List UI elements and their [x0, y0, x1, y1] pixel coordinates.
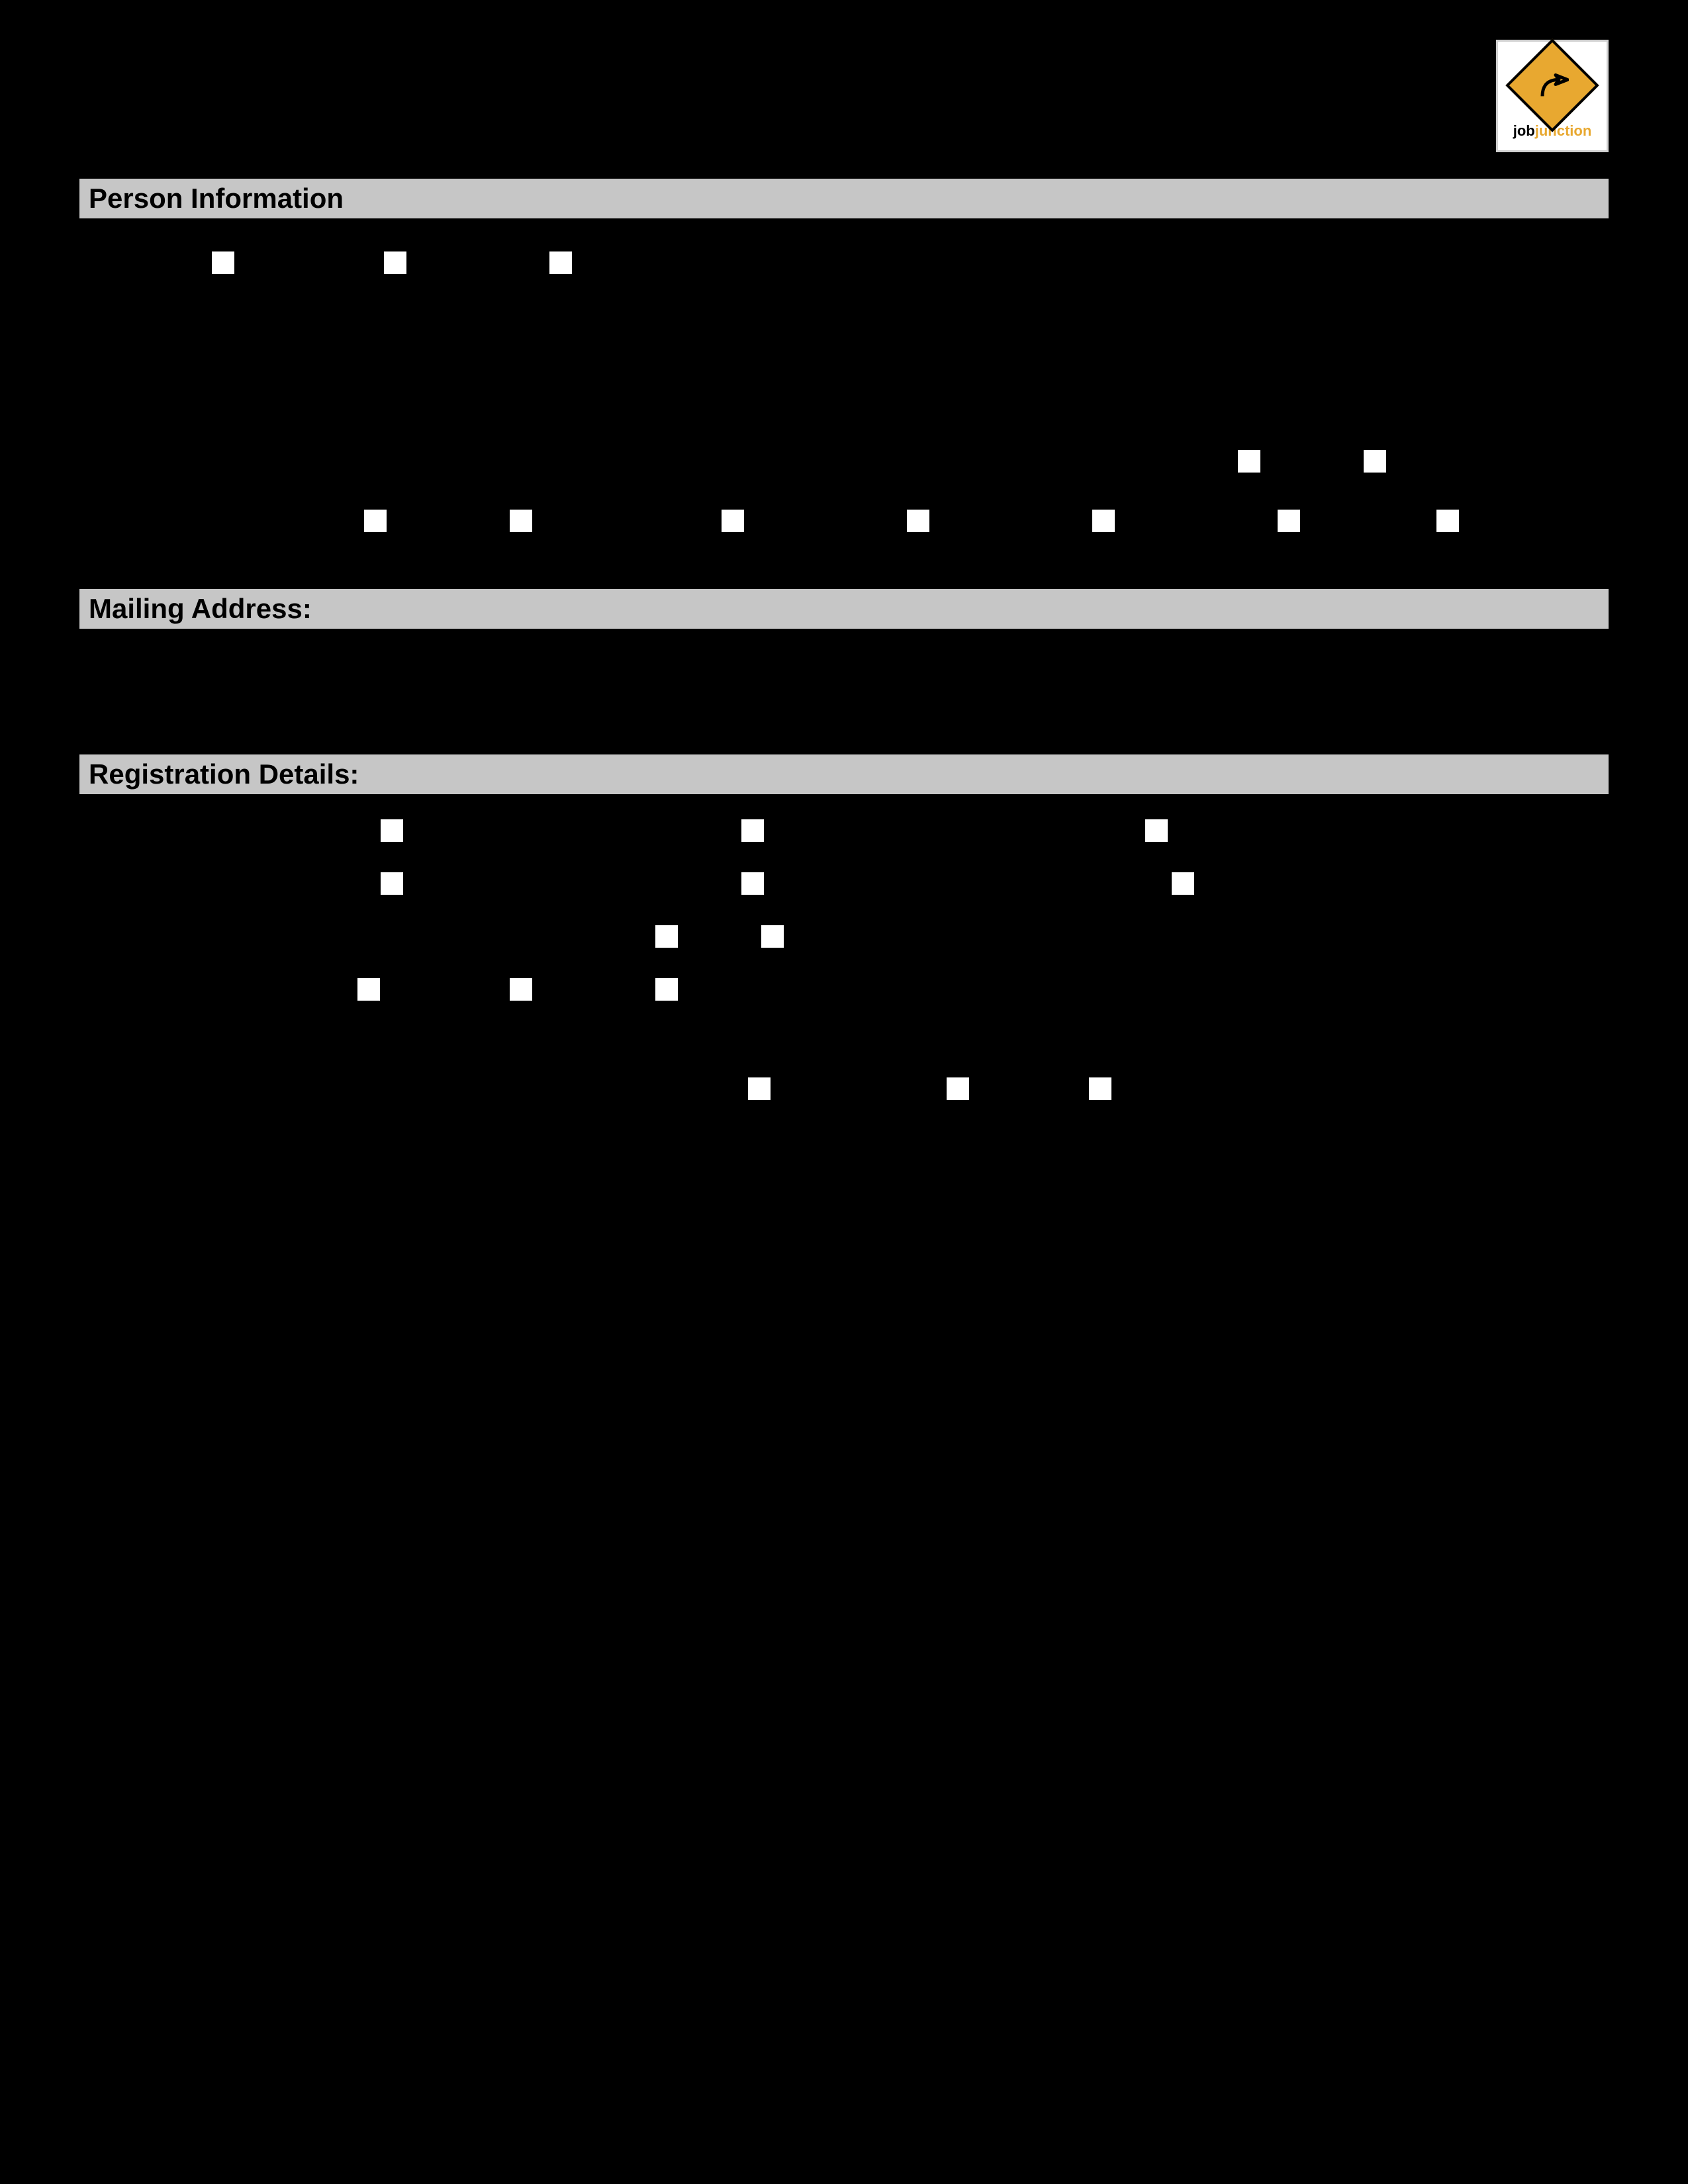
logo-arrow-icon	[1536, 69, 1569, 103]
checkbox-reg3-no[interactable]	[761, 925, 784, 948]
section-body-registration	[79, 794, 1609, 1145]
checkbox-title-ms[interactable]	[549, 251, 572, 274]
checkbox-reg4-a[interactable]	[357, 978, 380, 1001]
checkbox-reg2-c[interactable]	[1172, 872, 1194, 895]
row-reg-4	[86, 966, 1602, 1019]
checkbox-reg5-b[interactable]	[947, 1077, 969, 1100]
checkbox-reg1-b[interactable]	[741, 819, 764, 842]
checkbox-gender-female[interactable]	[1364, 450, 1386, 473]
checkbox-title-mrs[interactable]	[384, 251, 406, 274]
logo-diamond-icon	[1505, 38, 1599, 132]
section-header-mailing: Mailing Address:	[79, 589, 1609, 629]
logo-word-2: junction	[1535, 122, 1592, 139]
section-mailing: Mailing Address:	[79, 589, 1609, 754]
checkbox-marital-4[interactable]	[907, 510, 929, 532]
checkbox-reg2-b[interactable]	[741, 872, 764, 895]
section-header-registration: Registration Details:	[79, 754, 1609, 794]
section-body-person	[79, 218, 1609, 589]
checkbox-title-mr[interactable]	[212, 251, 234, 274]
checkbox-gender-male[interactable]	[1238, 450, 1260, 473]
row-reg-5	[86, 1066, 1602, 1118]
checkbox-marital-6[interactable]	[1278, 510, 1300, 532]
checkbox-reg1-c[interactable]	[1145, 819, 1168, 842]
checkbox-reg5-c[interactable]	[1089, 1077, 1111, 1100]
row-gender	[86, 437, 1602, 496]
row-reg-3	[86, 913, 1602, 966]
spacer-name-rows	[86, 304, 1602, 437]
checkbox-marital-2[interactable]	[510, 510, 532, 532]
row-marital	[86, 496, 1602, 563]
logo-word-1: job	[1513, 122, 1535, 139]
row-reg-1	[86, 807, 1602, 860]
checkbox-reg4-b[interactable]	[510, 978, 532, 1001]
checkbox-marital-5[interactable]	[1092, 510, 1115, 532]
checkbox-reg1-a[interactable]	[381, 819, 403, 842]
checkbox-reg4-c[interactable]	[655, 978, 678, 1001]
checkbox-marital-1[interactable]	[364, 510, 387, 532]
section-person: Person Information	[79, 179, 1609, 589]
logo: jobjunction	[1496, 40, 1609, 152]
checkbox-marital-7[interactable]	[1436, 510, 1459, 532]
row-reg-2	[86, 860, 1602, 913]
spacer-reg	[86, 1019, 1602, 1066]
checkbox-reg2-a[interactable]	[381, 872, 403, 895]
checkbox-reg3-yes[interactable]	[655, 925, 678, 948]
section-body-mailing	[79, 629, 1609, 754]
page: jobjunction Person Information	[79, 40, 1609, 1145]
section-header-person: Person Information	[79, 179, 1609, 218]
section-registration: Registration Details:	[79, 754, 1609, 1145]
checkbox-reg5-a[interactable]	[748, 1077, 771, 1100]
checkbox-marital-3[interactable]	[722, 510, 744, 532]
row-title-options	[86, 232, 1602, 304]
